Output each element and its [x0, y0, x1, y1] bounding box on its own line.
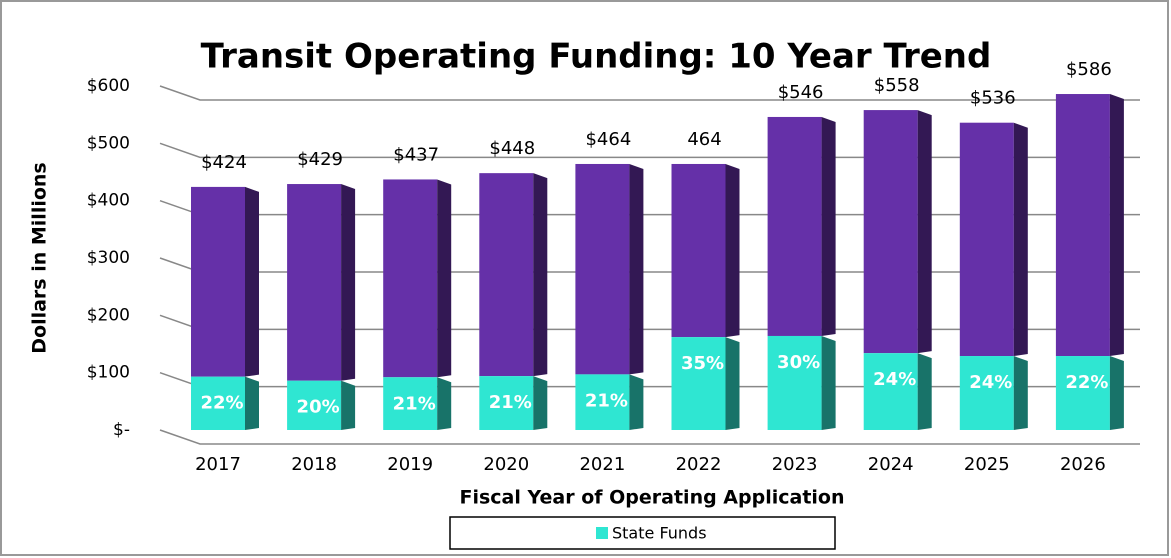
share-label: 24%	[873, 369, 916, 390]
legend-box	[449, 516, 836, 550]
legend-swatch	[596, 527, 608, 539]
x-axis-title: Fiscal Year of Operating Application	[459, 487, 844, 509]
bar-total	[383, 179, 438, 378]
bar-state-side	[341, 380, 356, 430]
x-tick-label: 2022	[676, 454, 722, 475]
bar-state	[863, 353, 918, 430]
share-label: 21%	[393, 393, 436, 414]
x-tick-label: 2021	[579, 454, 625, 475]
y-tick-label: $600	[87, 76, 130, 96]
chart-title: Transit Operating Funding: 10 Year Trend	[201, 37, 992, 77]
y-tick-label: $300	[87, 248, 130, 268]
bar-total	[863, 110, 918, 354]
bar-total-side	[917, 110, 932, 354]
bar-state-side	[917, 353, 932, 430]
y-tick-label: $400	[87, 191, 130, 211]
bar-state	[191, 376, 245, 430]
bar-total-side	[629, 163, 644, 375]
bar-state-side	[725, 337, 740, 430]
y-tick-label: $500	[87, 133, 130, 153]
bar-total-side	[341, 184, 356, 381]
share-label: 35%	[681, 353, 724, 374]
bar-state	[1055, 356, 1110, 430]
bar-state	[479, 376, 534, 430]
bar-state-side	[437, 377, 452, 430]
share-label: 21%	[489, 392, 532, 413]
bar-total-side	[245, 186, 259, 377]
grid-line	[159, 85, 1140, 101]
bar-state	[383, 377, 438, 430]
share-label: 21%	[585, 390, 628, 411]
bar-state	[575, 374, 630, 430]
bar-state-side	[1109, 356, 1124, 430]
y-tick-label: $100	[87, 363, 130, 383]
bar-total	[767, 116, 822, 336]
x-tick-label: 2018	[291, 454, 337, 475]
total-label: $586	[1066, 59, 1112, 80]
bar-state	[287, 380, 342, 430]
bar-state	[767, 335, 822, 430]
bar-state-side	[1013, 356, 1028, 430]
bar-total	[287, 184, 342, 381]
total-label: $536	[970, 88, 1016, 109]
bar-total	[1055, 94, 1110, 357]
x-tick-label: 2023	[772, 454, 818, 475]
bar-state	[671, 337, 726, 430]
total-label: $424	[201, 152, 247, 173]
bar-state-side	[821, 335, 836, 430]
bar-total-side	[725, 163, 740, 338]
x-tick-label: 2024	[868, 454, 914, 475]
total-label: $448	[489, 138, 535, 159]
legend-label: State Funds	[612, 524, 707, 543]
total-label: $558	[874, 75, 920, 96]
total-label: $464	[585, 129, 631, 150]
bar-total-side	[437, 179, 452, 378]
bar-total-side	[1013, 122, 1028, 357]
y-axis-title: Dollars in Millions	[29, 162, 51, 353]
x-tick-label: 2017	[195, 454, 241, 475]
bar-total	[479, 173, 534, 377]
total-label: $437	[393, 144, 439, 165]
share-label: 24%	[969, 372, 1012, 393]
bar-state	[959, 356, 1014, 430]
bar-total-side	[1109, 94, 1124, 357]
x-tick-label: 2025	[964, 454, 1010, 475]
bar-total	[191, 186, 245, 377]
bar-state-side	[629, 374, 644, 430]
x-tick-label: 2020	[483, 454, 529, 475]
y-tick-label: $-	[113, 420, 130, 440]
bar-total-side	[821, 116, 836, 336]
share-label: 30%	[777, 352, 820, 373]
bar-state-side	[245, 376, 259, 430]
share-label: 20%	[297, 397, 340, 418]
x-tick-label: 2019	[387, 454, 433, 475]
total-label: 464	[687, 129, 721, 150]
grid-line	[159, 429, 1140, 445]
bar-total-side	[533, 173, 548, 377]
total-label: $429	[297, 149, 343, 170]
total-label: $546	[778, 82, 824, 103]
share-label: 22%	[200, 393, 243, 414]
share-label: 22%	[1065, 372, 1108, 393]
bar-state-side	[533, 376, 548, 430]
bar-total	[671, 163, 726, 338]
bar-total	[575, 163, 630, 375]
bar-total	[959, 122, 1014, 357]
y-tick-label: $200	[87, 305, 130, 325]
x-tick-label: 2026	[1060, 454, 1106, 475]
